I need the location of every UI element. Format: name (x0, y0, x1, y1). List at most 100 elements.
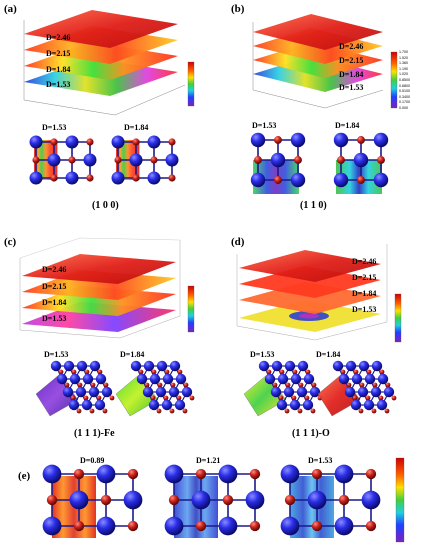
iron-atom (351, 373, 363, 385)
iron-atom (361, 490, 381, 510)
iron-atom (364, 373, 376, 385)
iron-atom (276, 399, 288, 411)
iron-atom (83, 153, 97, 167)
oxygen-atom (84, 369, 90, 375)
oxygen-atom (189, 395, 195, 401)
iron-atom (94, 399, 106, 411)
lattice-slice-d-1 (243, 360, 323, 417)
oxygen-atom (169, 408, 175, 414)
iron-atom (130, 360, 142, 372)
iron-atom (250, 172, 266, 188)
iron-atom (333, 172, 349, 188)
oxygen-atom (378, 395, 384, 401)
oxygen-atom (127, 468, 139, 480)
oxygen-atom (272, 382, 278, 388)
density-slice (317, 373, 361, 417)
stacked-contour-plot-a (23, 10, 195, 116)
colorbar-tick-b: 1.520 (399, 55, 408, 60)
oxygen-atom (73, 520, 85, 532)
iron-atom (181, 386, 193, 398)
iron-atom (62, 386, 74, 398)
oxygen-atom (278, 395, 284, 401)
lattice-slice-b-2 (333, 132, 389, 194)
iron-atom (47, 153, 61, 167)
slice-label-e-3: D=1.53 (308, 456, 333, 465)
stacked-contour-plot-b (252, 14, 398, 109)
oxygen-atom (151, 369, 157, 375)
iron-atom (88, 386, 100, 398)
iron-atom (280, 464, 300, 484)
colorbar-tick-b: 0.6800 (399, 83, 410, 88)
layer-label-d-2: D=2.15 (352, 273, 377, 282)
contour-sheet-a-4 (24, 10, 178, 48)
layer-label-d-4: D=1.53 (352, 305, 377, 314)
oxygen-atom (379, 369, 385, 375)
oxygen-atom (77, 382, 83, 388)
oxygen-atom (68, 156, 76, 164)
contour-sheet-d-3 (239, 266, 381, 298)
iron-atom (377, 373, 389, 385)
oxygen-atom (274, 136, 282, 144)
iron-atom (290, 172, 306, 188)
oxygen-atom (150, 156, 158, 164)
oxygen-atom (372, 382, 378, 388)
layer-label-c-2: D=2.15 (42, 282, 67, 291)
oxygen-atom (284, 408, 290, 414)
oxygen-atom (89, 408, 95, 414)
panel-label-b: (b) (231, 3, 245, 15)
slice-label-d-1: D=1.53 (250, 350, 275, 359)
iron-atom (123, 490, 143, 510)
iron-atom (147, 135, 161, 149)
oxygen-atom (46, 494, 58, 506)
iron-atom (334, 464, 354, 484)
oxygen-atom (311, 382, 317, 388)
oxygen-atom (71, 369, 77, 375)
iron-atom (162, 373, 174, 385)
oxygen-atom (365, 520, 377, 532)
iron-atom (373, 172, 389, 188)
oxygen-atom (305, 369, 311, 375)
colorbar-tick-b: 0.5100 (399, 89, 410, 94)
iron-atom (165, 153, 179, 167)
caption-c: (1 1 1)-Fe (74, 428, 115, 439)
iron-atom (357, 386, 369, 398)
layer-label-c-3: D=1.84 (42, 298, 67, 307)
oxygen-atom (266, 369, 272, 375)
iron-atom (280, 516, 300, 536)
oxygen-atom (32, 156, 40, 164)
oxygen-atom (183, 382, 189, 388)
panel-label-d: (d) (231, 236, 245, 248)
oxygen-atom (50, 174, 58, 182)
layer-label-b-1: D=2.46 (339, 42, 364, 51)
colorbar-c (187, 285, 195, 333)
iron-atom (129, 153, 143, 167)
oxygen-atom (163, 395, 169, 401)
oxygen-atom (195, 520, 207, 532)
oxygen-atom (365, 395, 371, 401)
lattice-slice-e-3 (280, 464, 381, 538)
iron-atom (345, 360, 357, 372)
iron-atom (161, 399, 173, 411)
iron-atom (297, 360, 309, 372)
oxygen-atom (311, 520, 323, 532)
iron-atom (143, 360, 155, 372)
oxygen-atom (249, 520, 261, 532)
oxygen-atom (102, 408, 108, 414)
slice-label-b-1: D=1.53 (252, 121, 277, 130)
stacked-contour-plot-d (236, 244, 402, 343)
oxygen-atom (371, 408, 377, 414)
lattice-slice-e-2 (164, 464, 265, 538)
oxygen-atom (86, 174, 94, 182)
iron-atom (309, 386, 321, 398)
colorbar-e (395, 457, 405, 543)
colorbar-tick-b: 0.000 (399, 106, 408, 110)
iron-atom (89, 360, 101, 372)
density-slice (35, 373, 79, 417)
oxygen-atom (366, 369, 372, 375)
iron-atom (63, 360, 75, 372)
oxygen-atom (377, 156, 385, 164)
iron-atom (289, 399, 301, 411)
iron-atom (383, 386, 395, 398)
layer-label-a-1: D=2.46 (46, 33, 71, 42)
iron-atom (258, 360, 270, 372)
